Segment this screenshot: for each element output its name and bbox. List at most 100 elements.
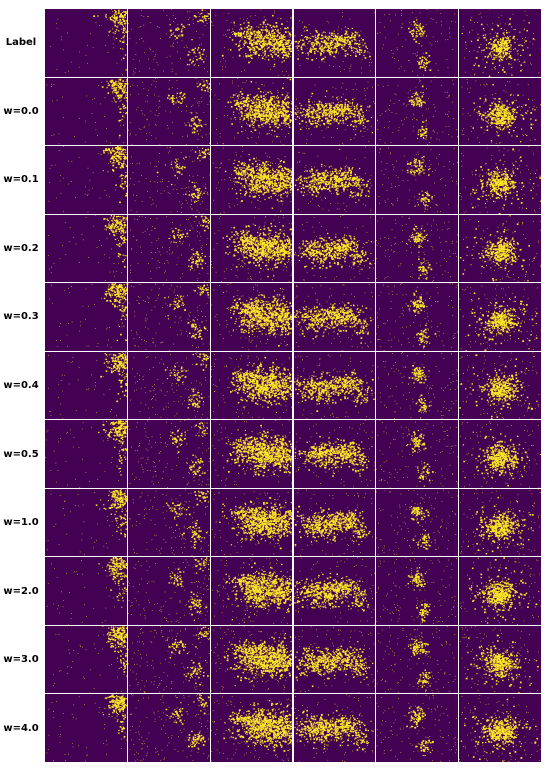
- map-panel: [293, 625, 376, 694]
- map-raster: [293, 351, 376, 420]
- map-raster: [376, 625, 459, 694]
- positive-pixels: [129, 351, 210, 420]
- map-panel: [127, 420, 210, 488]
- positive-pixels: [48, 214, 127, 281]
- map-raster: [210, 77, 293, 146]
- positive-pixels: [376, 557, 458, 625]
- positive-pixels: [129, 489, 210, 557]
- map-panel: [210, 557, 293, 625]
- row-label: w=3.0: [0, 654, 42, 666]
- map-raster: [376, 557, 459, 625]
- map-raster: [45, 77, 127, 146]
- map-raster: [127, 77, 210, 146]
- map-raster: [210, 146, 293, 214]
- positive-pixels: [460, 214, 541, 283]
- map-panel: [45, 77, 127, 146]
- map-panel: [210, 420, 293, 488]
- map-raster: [293, 146, 376, 214]
- map-panel: [45, 420, 127, 488]
- map-panel: [210, 625, 293, 694]
- map-panel: [459, 9, 541, 77]
- map-panel: [293, 694, 376, 762]
- positive-pixels: [46, 78, 127, 146]
- positive-pixels: [293, 214, 376, 283]
- map-panel: [459, 420, 541, 488]
- positive-pixels: [376, 216, 459, 283]
- map-panel: [376, 557, 459, 625]
- map-panel: [376, 283, 459, 351]
- positive-pixels: [129, 214, 210, 283]
- map-panel: [293, 283, 376, 351]
- map-panel: [127, 146, 210, 214]
- map-panel: [376, 146, 459, 214]
- positive-pixels: [52, 626, 127, 694]
- positive-pixels: [46, 557, 127, 625]
- row-label: Label: [0, 37, 42, 49]
- map-panel: [293, 146, 376, 214]
- positive-pixels: [212, 146, 293, 214]
- positive-pixels: [210, 626, 293, 694]
- map-raster: [293, 557, 376, 625]
- map-raster: [293, 214, 376, 283]
- map-raster: [45, 694, 127, 762]
- map-panel: [45, 488, 127, 557]
- positive-pixels: [460, 626, 539, 694]
- map-panel: [459, 283, 541, 351]
- map-panel: [127, 625, 210, 694]
- map-raster: [459, 283, 541, 351]
- map-raster: [459, 694, 541, 762]
- positive-pixels: [46, 694, 127, 762]
- map-panel: [127, 9, 210, 77]
- map-panel: [127, 214, 210, 283]
- map-panel: [127, 488, 210, 557]
- positive-pixels: [210, 77, 293, 146]
- positive-pixels: [211, 491, 293, 556]
- map-raster: [376, 9, 459, 77]
- positive-pixels: [294, 81, 376, 146]
- map-raster: [45, 351, 127, 420]
- map-raster: [293, 283, 376, 351]
- positive-pixels: [49, 283, 127, 348]
- map-raster: [293, 9, 376, 77]
- map-panel: [376, 214, 459, 283]
- positive-pixels: [48, 146, 127, 213]
- map-panel: [127, 557, 210, 625]
- map-panel: [293, 420, 376, 488]
- positive-pixels: [376, 489, 459, 557]
- map-panel: [45, 694, 127, 762]
- map-raster: [376, 146, 459, 214]
- positive-pixels: [459, 285, 541, 351]
- map-panel: [210, 488, 293, 557]
- map-raster: [45, 146, 127, 214]
- map-panel: [376, 488, 459, 557]
- map-raster: [210, 9, 293, 77]
- map-panel: [45, 625, 127, 694]
- positive-pixels: [127, 283, 210, 351]
- positive-pixels: [47, 488, 127, 555]
- row-label: w=0.4: [0, 380, 42, 392]
- map-raster: [210, 557, 293, 625]
- map-panel: [459, 488, 541, 557]
- map-raster: [459, 625, 541, 694]
- map-panel: [127, 351, 210, 420]
- positive-pixels: [460, 489, 541, 557]
- positive-pixels: [460, 421, 541, 488]
- map-panel: [459, 77, 541, 146]
- positive-pixels: [127, 77, 210, 145]
- map-raster: [127, 351, 210, 420]
- map-raster: [376, 488, 459, 557]
- map-raster: [210, 351, 293, 420]
- map-raster: [376, 77, 459, 146]
- map-panel: [45, 557, 127, 625]
- positive-pixels: [294, 420, 375, 488]
- map-panel: [293, 77, 376, 146]
- map-panel: [459, 557, 541, 625]
- map-raster: [127, 420, 210, 488]
- map-raster: [459, 488, 541, 557]
- positive-pixels: [377, 9, 457, 77]
- map-panel: [45, 283, 127, 351]
- map-panel: [376, 351, 459, 420]
- map-panel: [376, 9, 459, 77]
- map-raster: [210, 694, 293, 762]
- map-panel: [459, 214, 541, 283]
